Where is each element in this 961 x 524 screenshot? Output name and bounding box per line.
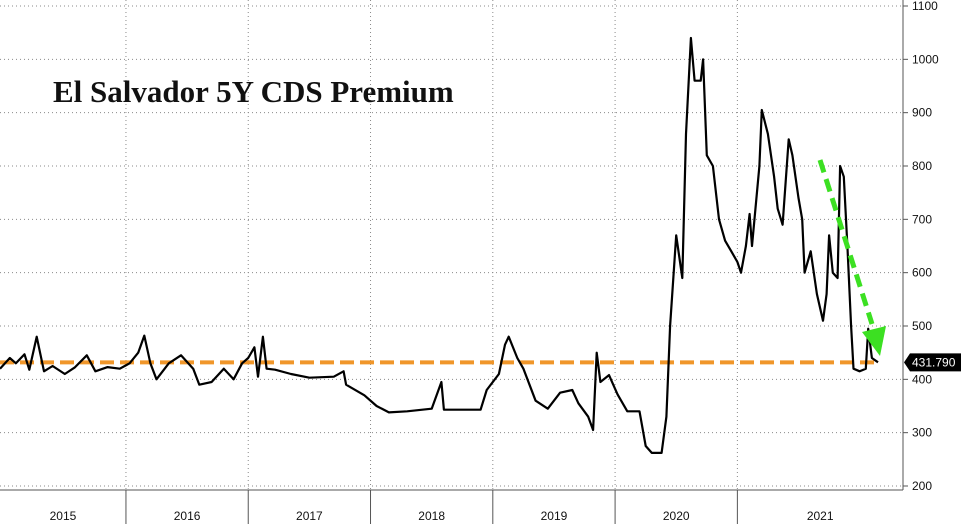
y-tick-label: 800 (912, 159, 932, 173)
x-tick-label: 2016 (174, 509, 201, 523)
cds-series-line (0, 36, 879, 454)
x-tick-label: 2020 (663, 509, 690, 523)
y-tick-label: 400 (912, 372, 932, 386)
trend-arrow-shaft (817, 159, 875, 325)
trend-arrow-layer (817, 159, 886, 356)
labels-layer: 1100 1000 900 800 700 600 500 400 300 200 2015 2016… (50, 0, 961, 523)
x-tick-label: 2018 (418, 509, 445, 523)
y-tick-label: 900 (912, 106, 932, 120)
x-tick-label: 2015 (50, 509, 77, 523)
y-tick-label: 600 (912, 266, 932, 280)
x-tick-label: 2021 (807, 509, 834, 523)
x-tick-label: 2019 (541, 509, 568, 523)
last-value-label: 431.790 (912, 355, 956, 369)
y-tick-label: 200 (912, 479, 932, 493)
y-tick-label: 1000 (912, 52, 939, 66)
last-value-box (904, 353, 961, 372)
y-tick-label: 300 (912, 426, 932, 440)
axes (0, 0, 908, 524)
y-tick-label: 700 (912, 212, 932, 226)
x-tick-label: 2017 (296, 509, 323, 523)
y-tick-label: 500 (912, 319, 932, 333)
y-tick-label: 1100 (912, 0, 938, 13)
gridlines (0, 0, 903, 490)
chart-title: El Salvador 5Y CDS Premium (53, 74, 454, 109)
series-layer (0, 36, 879, 454)
trend-arrow-head (862, 326, 886, 356)
